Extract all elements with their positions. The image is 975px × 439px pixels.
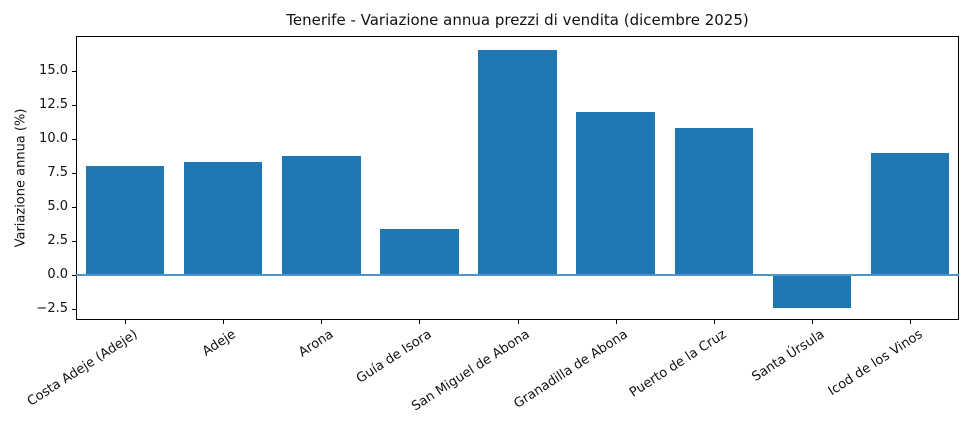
y-tick-label: −2.5 [36,301,68,317]
bar [478,49,557,276]
y-tick-label: 7.5 [47,165,68,181]
x-tick-mark [321,320,323,324]
x-tick-label: Icod de los Vinos [825,327,926,400]
x-tick-mark [909,320,911,324]
y-tick-mark [72,309,76,311]
x-tick-mark [811,320,813,324]
bar [282,155,361,276]
x-tick-mark [125,320,127,324]
chart-title: Tenerife - Variazione annua prezzi di ve… [286,11,749,29]
y-tick-label: 2.5 [47,233,68,249]
x-tick-label: Puerto de la Cruz [626,327,729,401]
y-tick-mark [72,173,76,175]
y-tick-mark [72,275,76,277]
y-tick-mark [72,207,76,209]
zero-baseline [76,274,959,277]
y-tick-mark [72,71,76,73]
y-tick-mark [72,105,76,107]
x-tick-mark [517,320,519,324]
x-tick-label: Santa Úrsula [749,327,827,385]
y-tick-label: 10.0 [39,131,68,147]
x-tick-mark [713,320,715,324]
x-tick-mark [419,320,421,324]
bar [183,162,263,276]
x-tick-label: Arona [296,327,337,361]
y-tick-label: 0.0 [47,267,68,283]
y-tick-label: 15.0 [39,63,68,79]
x-tick-label: Adeje [199,327,239,360]
x-tick-mark [223,320,225,324]
bar [870,152,950,276]
y-tick-mark [72,139,76,141]
x-tick-label: Costa Adeje (Adeje) [24,327,141,410]
bar [674,128,753,276]
bar [772,275,852,308]
y-tick-label: 12.5 [39,97,68,113]
bar [576,112,655,276]
bar [380,229,459,276]
y-tick-mark [72,241,76,243]
x-tick-mark [615,320,617,324]
y-tick-label: 5.0 [47,199,68,215]
bar [85,166,165,276]
x-tick-label: Guía de Isora [354,327,435,387]
